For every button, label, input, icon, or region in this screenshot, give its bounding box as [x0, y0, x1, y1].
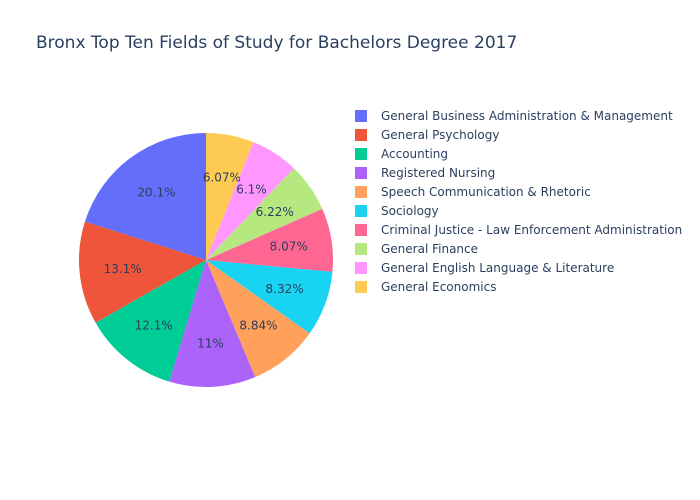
- legend-item-4[interactable]: Registered Nursing: [352, 163, 682, 182]
- slice-value-label-1: 20.1%: [137, 185, 175, 199]
- legend-label: Sociology: [381, 203, 439, 218]
- legend-item-3[interactable]: Accounting: [352, 144, 682, 163]
- legend-swatch: [355, 223, 367, 236]
- legend-item-6[interactable]: Sociology: [352, 201, 682, 220]
- legend-swatch: [355, 204, 367, 217]
- legend-label: Speech Communication & Rhetoric: [381, 184, 591, 199]
- legend-label: General Business Administration & Manage…: [381, 108, 673, 123]
- legend-swatch: [355, 128, 367, 141]
- legend-item-10[interactable]: General Economics: [352, 277, 682, 296]
- legend-label: General Economics: [381, 279, 497, 294]
- pie-slice-1[interactable]: [84, 133, 206, 260]
- legend-label: General Psychology: [381, 127, 500, 142]
- pie-slice-4[interactable]: [169, 260, 256, 387]
- legend-swatch: [355, 242, 367, 255]
- pie-slice-6[interactable]: [206, 260, 333, 334]
- slice-value-label-5: 8.84%: [239, 318, 277, 332]
- chart-title: Bronx Top Ten Fields of Study for Bachel…: [36, 33, 518, 53]
- slice-value-label-8: 6.22%: [256, 205, 294, 219]
- slice-value-label-4: 11%: [197, 337, 224, 351]
- legend-item-9[interactable]: General English Language & Literature: [352, 258, 682, 277]
- legend-swatch: [355, 185, 367, 198]
- legend-item-7[interactable]: Criminal Justice - Law Enforcement Admin…: [352, 220, 682, 239]
- pie-slice-10[interactable]: [206, 133, 254, 260]
- slice-value-label-3: 12.1%: [135, 319, 173, 333]
- legend-swatch: [355, 166, 367, 179]
- legend-item-1[interactable]: General Business Administration & Manage…: [352, 106, 682, 125]
- slice-value-label-2: 13.1%: [104, 262, 142, 276]
- legend-item-8[interactable]: General Finance: [352, 239, 682, 258]
- legend-label: Registered Nursing: [381, 165, 496, 180]
- pie-slice-8[interactable]: [206, 168, 323, 260]
- pie-slice-2[interactable]: [79, 221, 206, 323]
- legend-swatch: [355, 280, 367, 293]
- legend-label: Criminal Justice - Law Enforcement Admin…: [381, 222, 683, 237]
- slice-value-label-9: 6.1%: [236, 183, 267, 197]
- legend-swatch: [355, 147, 367, 160]
- legend-swatch: [355, 261, 367, 274]
- slice-value-label-6: 8.32%: [266, 282, 304, 296]
- pie-slice-3[interactable]: [95, 260, 206, 382]
- legend-item-5[interactable]: Speech Communication & Rhetoric: [352, 182, 682, 201]
- legend-label: Accounting: [381, 146, 449, 161]
- pie-slice-7[interactable]: [206, 208, 333, 272]
- legend-label: General Finance: [381, 241, 479, 256]
- pie-slice-5[interactable]: [206, 260, 310, 378]
- slice-value-label-7: 8.07%: [270, 240, 308, 254]
- legend: General Business Administration & Manage…: [352, 106, 682, 296]
- legend-swatch: [355, 109, 367, 122]
- legend-item-2[interactable]: General Psychology: [352, 125, 682, 144]
- legend-label: General English Language & Literature: [381, 260, 615, 275]
- slice-value-label-10: 6.07%: [203, 171, 241, 185]
- pie-slice-9[interactable]: [206, 142, 294, 260]
